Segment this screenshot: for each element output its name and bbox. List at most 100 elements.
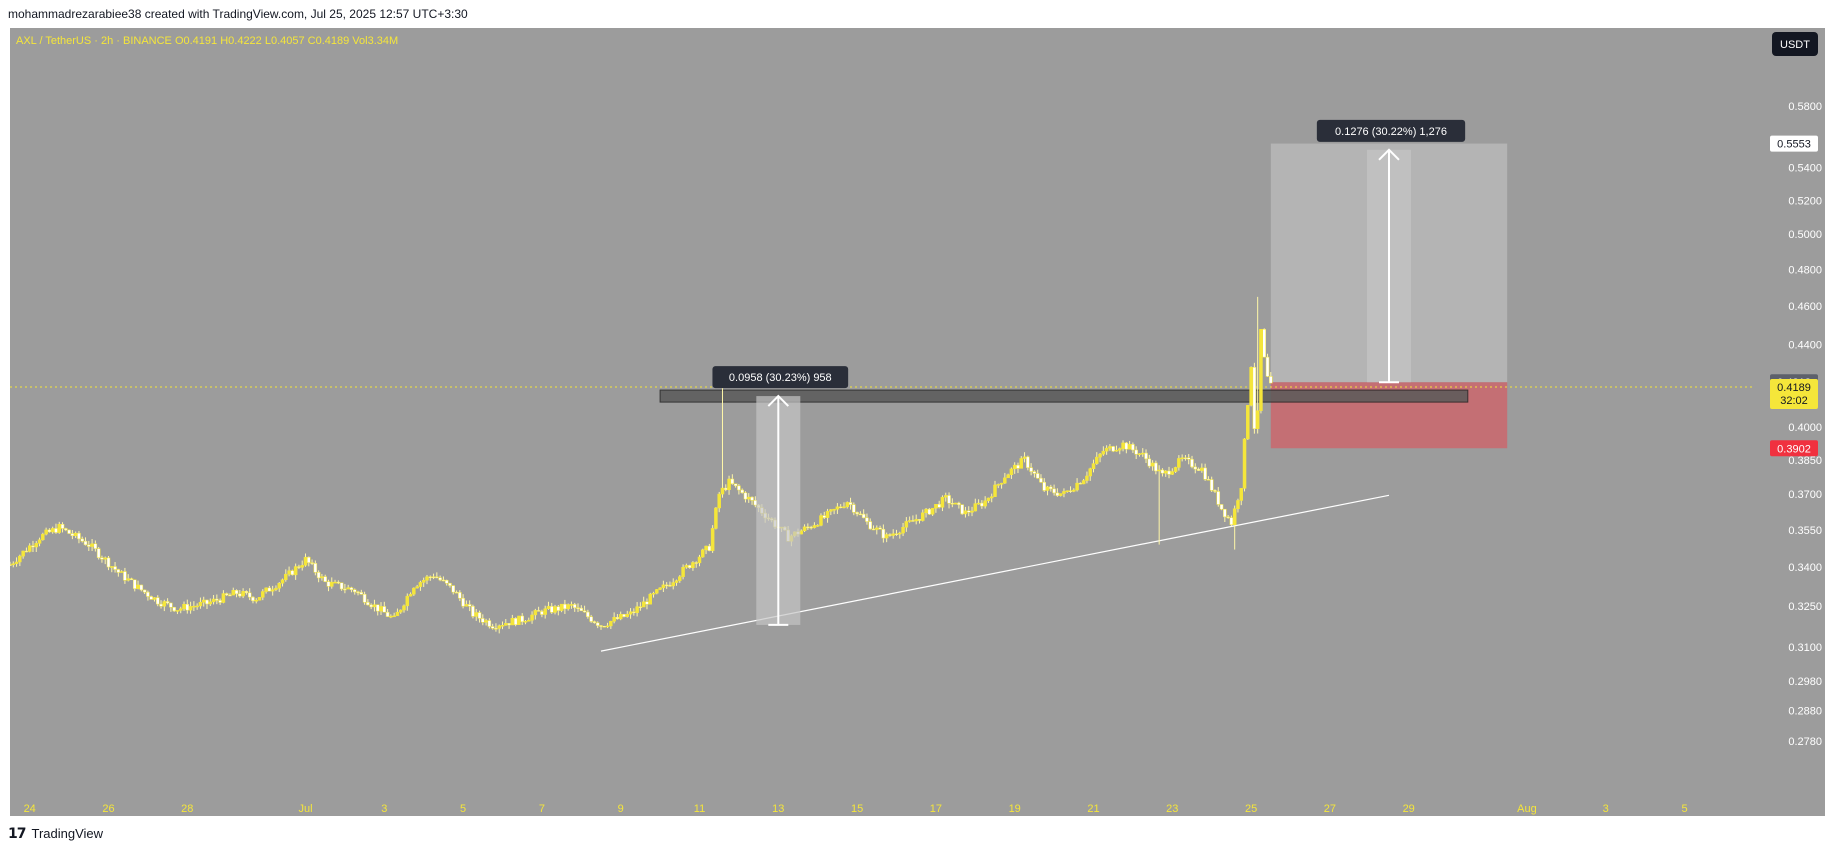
candle-body xyxy=(284,573,288,580)
candle-body xyxy=(612,617,616,622)
x-tick-label: 11 xyxy=(694,803,705,815)
candle-body xyxy=(1022,456,1027,459)
y-tick-label: 0.3100 xyxy=(1788,642,1822,654)
candle-body xyxy=(737,485,741,491)
candle-body xyxy=(530,614,534,621)
candle-body xyxy=(218,600,222,603)
candle-body xyxy=(858,513,863,516)
candle-body xyxy=(513,618,518,625)
attribution-text: mohammadrezarabiee38 created with Tradin… xyxy=(8,7,468,21)
candle-body xyxy=(67,529,71,534)
candle-body xyxy=(687,565,692,569)
candle-body xyxy=(369,604,373,608)
candle-body xyxy=(241,591,245,597)
candle-body xyxy=(1068,490,1073,492)
candle-body xyxy=(678,576,682,581)
candle-body xyxy=(438,577,442,581)
candle-body xyxy=(1223,508,1227,518)
candle-body xyxy=(1137,453,1142,455)
candle-body xyxy=(159,603,163,607)
candle-body xyxy=(21,550,25,557)
candle-body xyxy=(1062,491,1066,494)
x-tick-label: 7 xyxy=(539,803,545,815)
candle-body xyxy=(1147,458,1152,467)
x-tick-label: 13 xyxy=(772,803,784,815)
candle-body xyxy=(362,593,367,603)
candle-body xyxy=(80,538,84,542)
candle-body xyxy=(1144,452,1148,460)
x-tick-label: 5 xyxy=(1681,803,1687,815)
candle-body xyxy=(546,606,551,609)
candle-body xyxy=(615,617,620,620)
candle-body xyxy=(1216,491,1221,505)
candle-body xyxy=(477,612,482,619)
candle-body xyxy=(993,484,997,497)
candle-body xyxy=(93,543,98,549)
candle-body xyxy=(520,615,524,623)
candle-body xyxy=(57,524,61,533)
candle-body xyxy=(24,550,29,553)
candle-body xyxy=(504,623,508,626)
candle-body xyxy=(1052,488,1056,494)
candle-body xyxy=(1196,468,1201,471)
candle-body xyxy=(1042,481,1046,491)
candle-body xyxy=(1134,449,1138,455)
currency-button[interactable] xyxy=(1772,32,1818,56)
candle-body xyxy=(274,587,278,590)
candle-body xyxy=(1108,446,1112,449)
candle-body xyxy=(349,587,354,591)
candle-body xyxy=(950,502,955,505)
candle-body xyxy=(1118,448,1122,451)
candle-body xyxy=(461,597,465,607)
target-price-tag: 0.5553 xyxy=(1777,139,1811,151)
measure-right-arrowhead xyxy=(1378,148,1400,161)
candle-body xyxy=(806,526,810,529)
candle-body xyxy=(231,590,236,596)
candle-body xyxy=(697,556,702,564)
footer-brand: TradingView xyxy=(31,825,104,841)
ohlcv-legend: AXL / TetherUS · 2h · BINANCE O0.4191 H0… xyxy=(16,35,398,47)
candle-body xyxy=(474,612,478,617)
candle-body xyxy=(622,614,626,617)
candle-body xyxy=(60,524,65,529)
candle-body xyxy=(431,576,436,579)
candle-body xyxy=(1167,470,1171,475)
candle-body xyxy=(930,507,935,515)
candle-body xyxy=(458,592,462,599)
candle-body xyxy=(261,591,265,598)
candle-body xyxy=(609,620,613,627)
candle-body xyxy=(940,496,945,508)
candle-body xyxy=(1003,477,1007,484)
candle-body xyxy=(297,566,301,568)
candle-body xyxy=(1085,475,1089,481)
y-tick-label: 0.4000 xyxy=(1788,422,1822,434)
candle-body xyxy=(1039,477,1043,483)
candle-body xyxy=(517,615,521,625)
candle-body xyxy=(448,582,452,586)
candle-body xyxy=(211,598,216,603)
candle-body xyxy=(927,508,932,515)
attribution-bar: mohammadrezarabiee38 created with Tradin… xyxy=(0,0,1835,28)
candle-body xyxy=(379,606,383,612)
candle-body xyxy=(441,579,446,582)
candle-body xyxy=(165,601,170,604)
candle-body xyxy=(77,532,81,540)
candle-body xyxy=(464,604,469,607)
price-chart[interactable]: 0.0958 (30.23%) 958 0.1276 (30.22%) 1,276… xyxy=(10,28,1825,816)
candle-body xyxy=(323,576,327,582)
candle-body xyxy=(937,504,941,508)
candle-body xyxy=(1049,486,1053,490)
candle-body xyxy=(41,533,45,541)
candle-body xyxy=(671,582,675,587)
candle-body xyxy=(884,534,889,539)
candle-body xyxy=(871,528,876,531)
candle-body xyxy=(64,528,68,531)
candle-body xyxy=(428,576,433,579)
candle-body xyxy=(83,540,88,546)
candle-body xyxy=(1065,490,1069,492)
chart-panel[interactable]: 0.0958 (30.23%) 958 0.1276 (30.22%) 1,276… xyxy=(10,28,1825,816)
candle-body xyxy=(1242,438,1247,489)
candle-body xyxy=(917,519,922,521)
candle-body xyxy=(1239,488,1243,501)
candle-body xyxy=(50,528,55,533)
